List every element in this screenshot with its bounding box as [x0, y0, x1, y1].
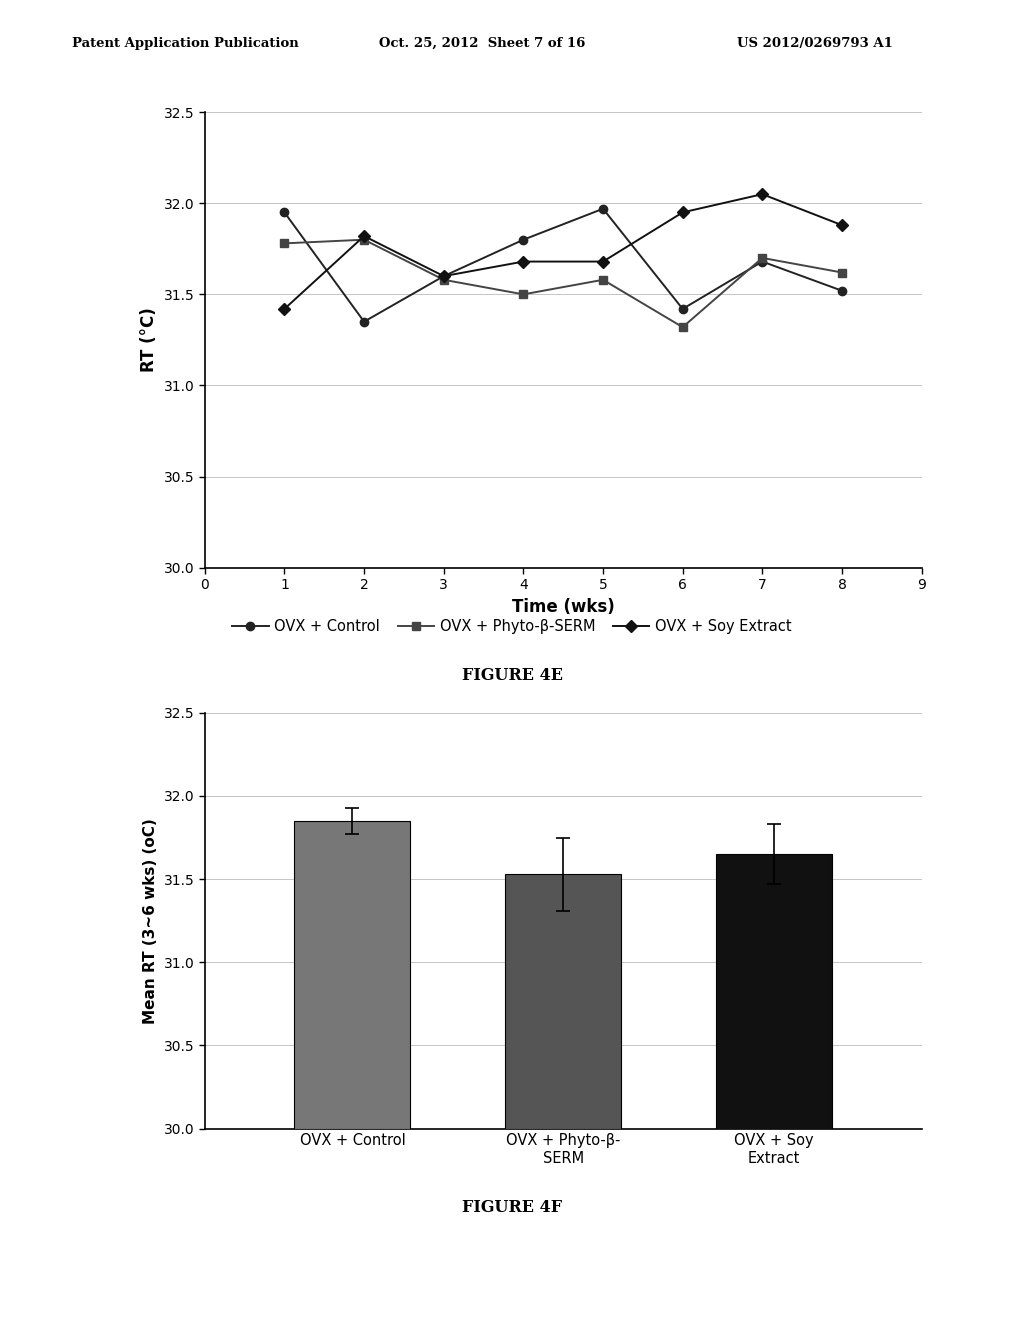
Bar [505, 874, 622, 1129]
Text: FIGURE 4E: FIGURE 4E [462, 668, 562, 684]
Bar [295, 821, 411, 1129]
Legend: OVX + Control, OVX + Phyto-β-SERM, OVX + Soy Extract: OVX + Control, OVX + Phyto-β-SERM, OVX +… [226, 614, 798, 640]
Text: Patent Application Publication: Patent Application Publication [72, 37, 298, 50]
Y-axis label: RT (°C): RT (°C) [140, 308, 158, 372]
X-axis label: Time (wks): Time (wks) [512, 598, 614, 615]
Bar [716, 854, 831, 1129]
Y-axis label: Mean RT (3~6 wks) (oC): Mean RT (3~6 wks) (oC) [143, 818, 158, 1023]
Text: FIGURE 4F: FIGURE 4F [462, 1200, 562, 1216]
Text: US 2012/0269793 A1: US 2012/0269793 A1 [737, 37, 893, 50]
Text: Oct. 25, 2012  Sheet 7 of 16: Oct. 25, 2012 Sheet 7 of 16 [379, 37, 586, 50]
